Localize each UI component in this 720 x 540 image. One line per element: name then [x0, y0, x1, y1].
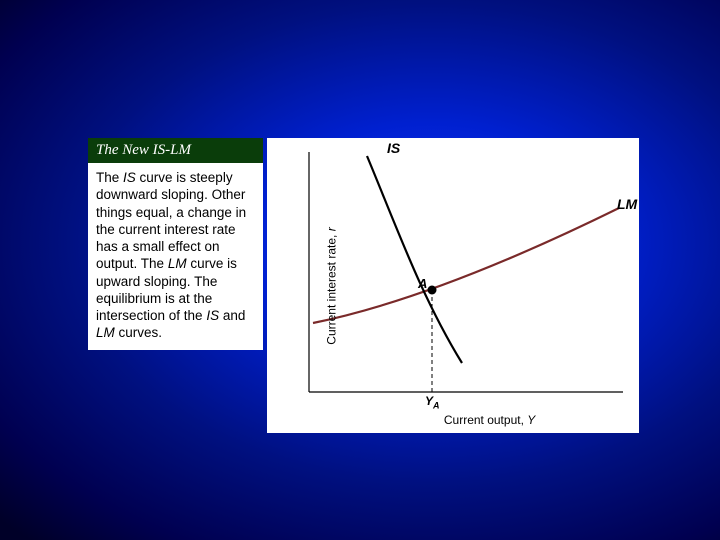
x-axis-label: Current output, Y: [444, 413, 535, 427]
ya-tick-label: YA: [425, 394, 440, 410]
slide-content: The New IS-LM The IS curve is steeply do…: [88, 138, 639, 433]
lm-curve-label: LM: [617, 196, 637, 212]
equilibrium-point: [428, 286, 437, 295]
panel-title: The New IS-LM: [88, 138, 263, 163]
text-panel: The New IS-LM The IS curve is steeply do…: [88, 138, 263, 350]
chart-svg: [267, 138, 639, 433]
y-axis-label: Current interest rate, r: [325, 227, 339, 344]
panel-body: The IS curve is steeply downward sloping…: [88, 163, 263, 350]
lm-curve: [313, 208, 619, 323]
islm-chart: Current interest rate, r Current output,…: [267, 138, 639, 433]
is-curve: [367, 156, 462, 363]
equilibrium-label: A: [418, 276, 427, 291]
is-curve-label: IS: [387, 140, 400, 156]
